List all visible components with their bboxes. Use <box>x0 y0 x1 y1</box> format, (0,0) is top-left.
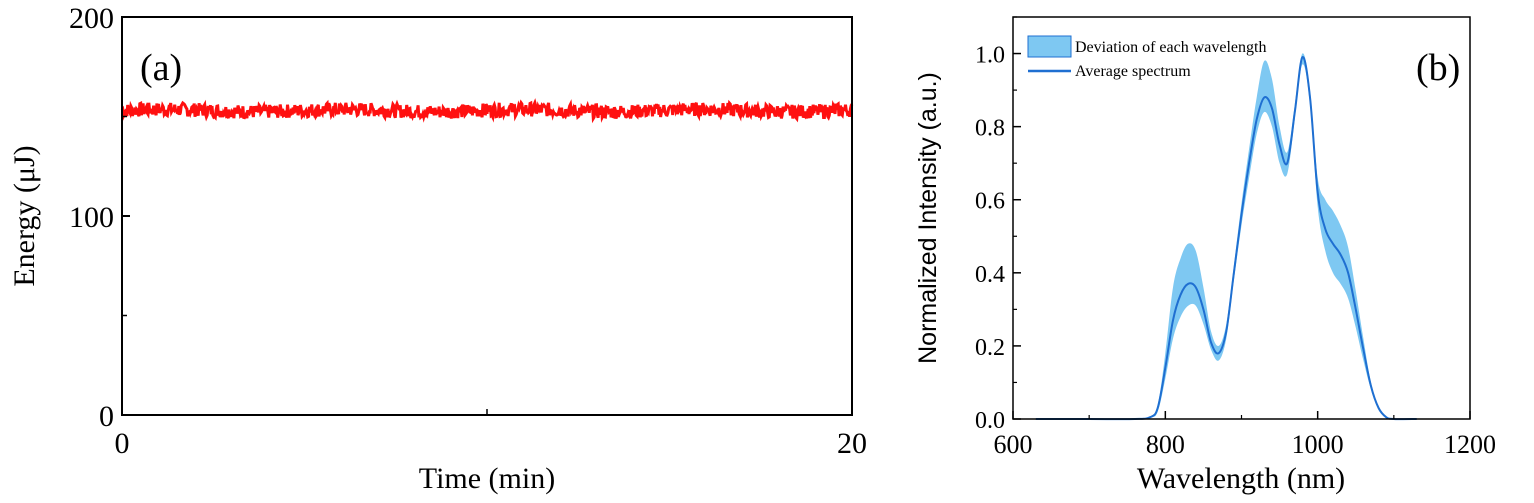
panel-b-y-axis-label: Normalized Intensity (a.u.) <box>914 72 942 364</box>
panel-b-x-axis-label: Wavelength (nm) <box>1137 462 1345 495</box>
panel-b: 0.0 0.2 0.4 0.6 0.8 1.0 600 800 1000 1200 (b) Wav… <box>914 16 1496 495</box>
panel-b-y-tick-label: 0.6 <box>975 189 1005 215</box>
panel-b-legend: Deviation of each wavelength Average spe… <box>1027 35 1266 80</box>
panel-a-plot-area <box>120 98 854 124</box>
panel-b-y-tick-label: 1.0 <box>975 43 1005 69</box>
panel-b-x-tick-label: 1200 <box>1444 430 1496 459</box>
panel-a: 0 100 200 0 20 (a) Time (min) Energy (μJ) <box>8 2 867 495</box>
panel-a-y-tick-label: 200 <box>69 2 114 35</box>
panel-b-ticks: 0.0 0.2 0.4 0.6 0.8 1.0 600 800 1000 1200 <box>975 16 1496 459</box>
panel-b-y-tick-label: 0.2 <box>975 335 1005 361</box>
panel-a-y-tick-label: 0 <box>99 400 114 433</box>
panel-a-y-axis-label: Energy (μJ) <box>8 145 41 286</box>
panel-a-label: (a) <box>140 47 182 89</box>
panel-b-x-tick-label: 600 <box>994 430 1033 459</box>
deviation-band <box>1035 53 1417 420</box>
average-spectrum-line <box>1035 56 1417 421</box>
panel-a-x-tick-label: 20 <box>837 427 867 460</box>
energy-series-line <box>120 98 854 124</box>
legend-line-label: Average spectrum <box>1075 63 1191 80</box>
panel-a-x-axis-label: Time (min) <box>419 462 555 495</box>
panel-b-x-tick-label: 800 <box>1146 430 1185 459</box>
panel-a-x-tick-label: 0 <box>115 427 130 460</box>
panel-a-y-tick-label: 100 <box>69 201 114 234</box>
panel-b-x-tick-label: 1000 <box>1292 430 1344 459</box>
panel-a-ticks: 0 100 200 0 20 <box>69 2 867 460</box>
panel-a-frame <box>121 16 853 416</box>
panel-b-label: (b) <box>1416 47 1460 89</box>
legend-band-swatch <box>1027 35 1072 58</box>
panel-b-y-tick-label: 0.0 <box>975 408 1005 434</box>
panel-b-y-tick-label: 0.4 <box>975 262 1005 288</box>
legend-band-label: Deviation of each wavelength <box>1075 39 1266 56</box>
panel-b-plot-area <box>1035 53 1417 421</box>
panel-b-y-tick-label: 0.8 <box>975 116 1005 142</box>
